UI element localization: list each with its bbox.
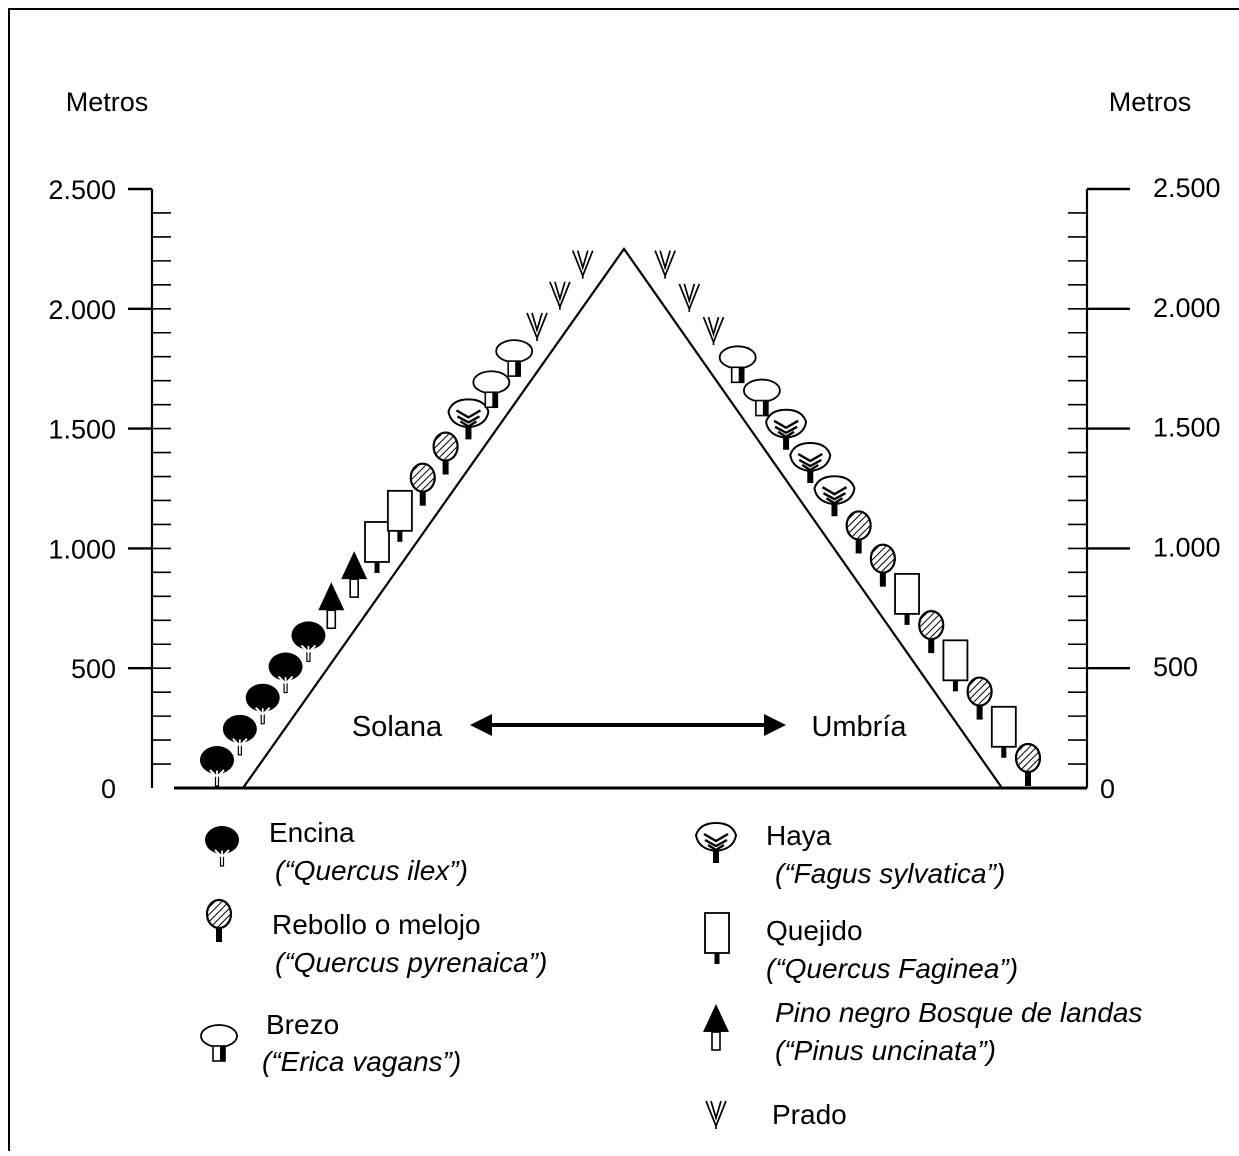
zone-rebollo-icon <box>432 431 459 475</box>
pino-icon <box>703 1004 729 1051</box>
zone-pino-icon <box>341 551 368 598</box>
legend-item-haya: Haya (“Fagus sylvatica”) <box>694 820 1005 889</box>
zone-quejido-icon <box>364 521 390 573</box>
quejido-icon <box>704 912 730 964</box>
zone-encina-icon <box>291 621 326 663</box>
right-altitude-axis: 0 500 1.000 1.500 2.000 2.500 <box>1068 173 1221 804</box>
zone-rebollo-icon <box>869 543 896 587</box>
zone-rebollo-icon <box>1014 742 1042 786</box>
solana-label: Solana <box>352 711 443 743</box>
legend-scientific: (“Erica vagans”) <box>262 1046 461 1077</box>
double-arrow <box>470 714 786 736</box>
zone-prado-icon <box>654 250 676 279</box>
tick-label: 1.500 <box>48 415 116 445</box>
zone-brezo-icon <box>495 339 534 377</box>
legend-item-rebollo: Rebollo o melojo (“Quercus pyrenaica”) <box>205 898 547 978</box>
zone-haya-icon <box>765 408 808 450</box>
zone-quejido-icon <box>386 489 413 542</box>
zone-rebollo-icon <box>845 510 872 554</box>
tick-label: 1.000 <box>48 534 116 564</box>
zone-haya-icon <box>447 398 490 440</box>
zone-prado-icon <box>571 250 594 279</box>
zone-brezo-icon <box>718 345 757 384</box>
legend-scientific: (“Fagus sylvatica”) <box>775 858 1005 889</box>
tick-label: 500 <box>1153 652 1198 682</box>
legend-name: Quejido <box>766 915 863 946</box>
legend-name: Haya <box>766 820 832 851</box>
zone-haya-icon <box>813 475 856 517</box>
zone-prado-icon <box>702 316 725 346</box>
prado-icon <box>705 1100 727 1129</box>
legend-name: Encina <box>269 817 355 848</box>
encina-icon <box>205 826 239 867</box>
zone-rebollo-icon <box>966 676 993 720</box>
zone-brezo-icon <box>742 378 781 417</box>
zone-quejido-icon <box>942 639 969 692</box>
zone-encina-icon <box>245 683 280 725</box>
zone-rebollo-icon <box>409 462 436 506</box>
legend-name: Rebollo o melojo <box>272 909 481 940</box>
tick-label: 0 <box>101 774 116 804</box>
legend-scientific: (“Quercus ilex”) <box>275 855 468 886</box>
tick-label: 2.500 <box>48 175 116 205</box>
tick-label: 1.500 <box>1153 413 1221 443</box>
left-altitude-axis: 0 500 1.000 1.500 2.000 2.500 <box>48 175 171 804</box>
right-axis-title: Metros <box>1109 87 1192 117</box>
zone-encina-icon <box>268 652 303 694</box>
legend-item-quejido: Quejido (“Quercus Faginea”) <box>704 912 1018 984</box>
zone-prado-icon <box>526 312 548 341</box>
legend-scientific: (“Pinus uncinata”) <box>775 1035 996 1066</box>
tick-label: 2.000 <box>48 295 116 325</box>
zone-pino-icon <box>318 582 345 630</box>
legend-item-brezo: Brezo (“Erica vagans”) <box>200 1009 461 1077</box>
tick-label: 500 <box>71 654 116 684</box>
vegetation-zones <box>200 250 1042 787</box>
mountain-profile <box>242 246 1003 789</box>
haya-icon <box>694 821 738 863</box>
legend-name: Pino negro Bosque de landas <box>775 997 1142 1028</box>
legend-scientific: (“Quercus Faginea”) <box>766 953 1018 984</box>
zone-prado-icon <box>678 283 701 312</box>
zone-encina-icon <box>200 746 234 787</box>
legend-name: Brezo <box>266 1009 339 1040</box>
umbria-label: Umbría <box>811 711 907 743</box>
tick-label: 2.000 <box>1153 293 1221 323</box>
brezo-icon <box>200 1024 238 1062</box>
tick-label: 2.500 <box>1153 173 1221 203</box>
left-axis-title: Metros <box>66 87 149 117</box>
zone-quejido-icon <box>990 705 1017 758</box>
legend-name: Prado <box>772 1099 847 1130</box>
zone-rebollo-icon <box>918 610 945 654</box>
rebollo-icon <box>205 898 233 942</box>
legend: Encina (“Quercus ilex”) Rebollo o melojo… <box>200 817 1142 1130</box>
tick-label: 1.000 <box>1153 532 1221 562</box>
zone-encina-icon <box>222 714 257 756</box>
legend-item-pino: Pino negro Bosque de landas (“Pinus unci… <box>703 997 1142 1066</box>
zone-quejido-icon <box>894 572 920 625</box>
legend-item-encina: Encina (“Quercus ilex”) <box>205 817 468 886</box>
tick-label: 0 <box>1100 774 1115 804</box>
zone-haya-icon <box>789 441 832 483</box>
zone-brezo-icon <box>472 370 511 409</box>
legend-scientific: (“Quercus pyrenaica”) <box>275 947 547 978</box>
zone-prado-icon <box>549 281 571 310</box>
figure-border <box>8 8 1239 1156</box>
legend-item-prado: Prado <box>705 1099 847 1130</box>
